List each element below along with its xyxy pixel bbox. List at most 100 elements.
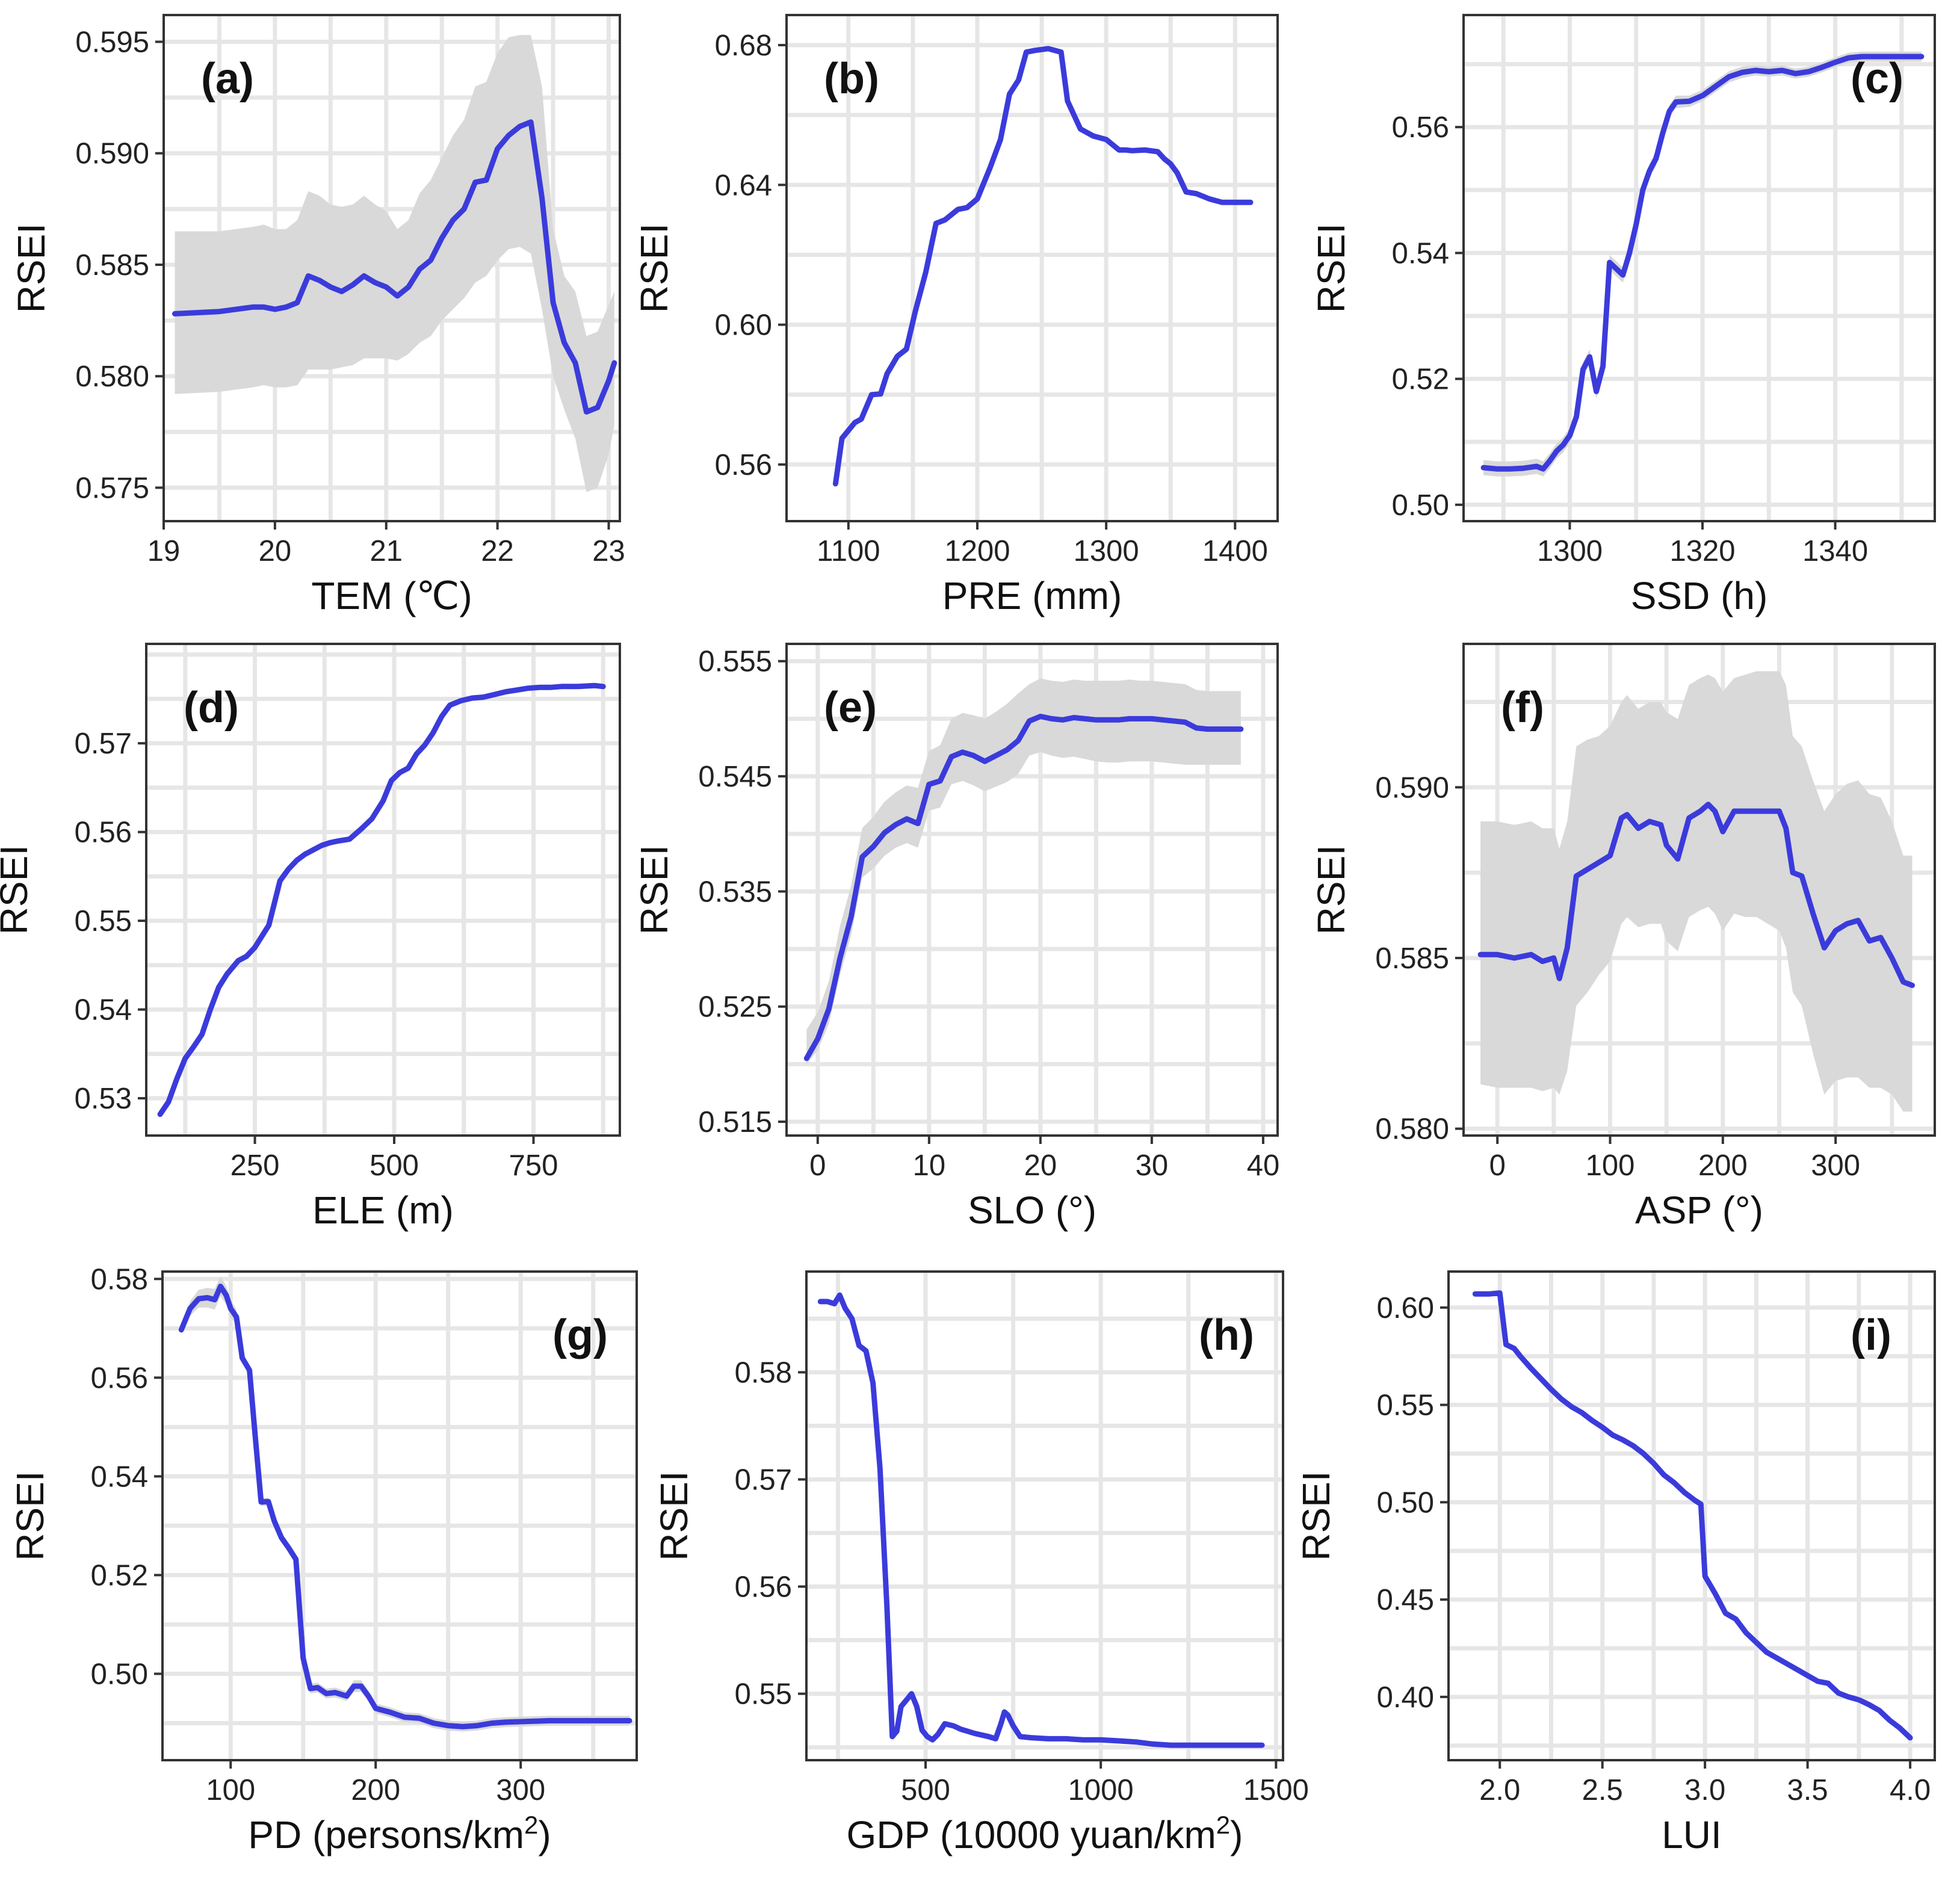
y-tick-label: 0.52: [1392, 363, 1449, 396]
y-tick-label: 0.56: [91, 1362, 148, 1394]
x-tick-label: 200: [1698, 1149, 1748, 1182]
y-tick-label: 0.55: [735, 1678, 792, 1711]
y-tick-label: 0.45: [1377, 1584, 1434, 1616]
confidence-band: [1480, 671, 1913, 1112]
x-axis-title: PRE (mm): [942, 574, 1122, 617]
panel-label: (b): [824, 55, 879, 103]
x-tick-label: 1400: [1202, 535, 1268, 567]
y-axis-title: RSEI: [632, 845, 676, 935]
y-tick-label: 0.535: [698, 876, 772, 908]
x-tick-label: 250: [230, 1149, 280, 1182]
y-tick-label: 0.555: [698, 646, 772, 678]
x-tick-label: 1340: [1802, 535, 1868, 567]
confidence-band: [175, 35, 614, 492]
x-tick-label: 200: [351, 1774, 400, 1807]
x-tick-label: 1300: [1537, 535, 1603, 567]
y-tick-label: 0.50: [1377, 1486, 1434, 1519]
y-tick-label: 0.58: [91, 1263, 148, 1296]
x-tick-label: 3.0: [1684, 1774, 1725, 1807]
panel-d: 250 500 750 0.53 0.54 0.55 0.56 0.57 ELE (m) RSEI…: [0, 643, 621, 1232]
plot-frame: [145, 643, 621, 1137]
x-tick-label: 1200: [944, 535, 1010, 567]
y-tick-label: 0.590: [1375, 771, 1449, 804]
x-tick-label: 2.0: [1479, 1774, 1520, 1807]
panel-label: (h): [1199, 1311, 1254, 1359]
x-tick-label: 100: [1586, 1149, 1635, 1182]
y-axis-title: RSEI: [0, 845, 36, 935]
response-curve: [832, 46, 1254, 487]
y-tick-label: 0.585: [1375, 942, 1449, 975]
y-tick-label: 0.585: [75, 249, 149, 282]
x-tick-label: 3.5: [1787, 1774, 1828, 1807]
x-axis-title: PD (persons/km2): [248, 1811, 551, 1856]
plot-frame: [1462, 14, 1936, 522]
y-tick-label: 0.580: [75, 360, 149, 393]
y-tick-label: 0.57: [75, 728, 132, 760]
y-tick-label: 0.54: [91, 1460, 148, 1493]
y-tick-label: 0.55: [75, 905, 132, 938]
grid-lines: [1464, 15, 1935, 521]
response-curve: [157, 682, 606, 1117]
x-tick-label: 100: [206, 1774, 255, 1807]
y-tick-label: 0.56: [715, 449, 772, 481]
plot-frame: [1462, 643, 1936, 1137]
x-tick-label: 20: [259, 535, 292, 567]
y-tick-label: 0.575: [75, 472, 149, 504]
x-tick-label: 1300: [1074, 535, 1139, 567]
panel-label: (i): [1851, 1311, 1891, 1359]
y-tick-label: 0.590: [75, 138, 149, 170]
response-curve: [1477, 802, 1915, 988]
x-tick-label: 0: [1489, 1149, 1506, 1182]
panel-label: (f): [1501, 684, 1544, 732]
x-tick-label: 23: [592, 535, 625, 567]
panel-c: 1300 1320 1340 0.50 0.52 0.54 0.56 SSD (h) RSEI (…: [1310, 14, 1936, 617]
y-axis-title: RSEI: [1294, 1471, 1338, 1560]
grid-lines: [146, 644, 620, 1136]
panel-label: (d): [184, 684, 239, 732]
y-tick-label: 0.56: [1392, 111, 1449, 144]
x-tick-label: 750: [509, 1149, 558, 1182]
x-tick-label: 20: [1024, 1149, 1057, 1182]
plot-frame: [1447, 1270, 1936, 1761]
y-tick-label: 0.56: [735, 1571, 792, 1604]
x-tick-label: 1320: [1670, 535, 1736, 567]
y-tick-label: 0.515: [698, 1106, 772, 1139]
y-tick-label: 0.545: [698, 761, 772, 793]
panel-e: 0 10 20 30 40 0.515 0.525 0.535 0.545 0.555 SLO (°…: [632, 643, 1280, 1232]
x-axis-title: SSD (h): [1631, 574, 1768, 617]
x-axis-title: ELE (m): [312, 1188, 454, 1232]
plot-frame: [785, 643, 1279, 1137]
panel-i: 2.0 2.5 3.0 3.5 4.0 0.40 0.45 0.50 0.55 0.60 LUI RS…: [1294, 1270, 1936, 1856]
y-tick-label: 0.57: [735, 1464, 792, 1496]
x-tick-label: 0: [809, 1149, 826, 1182]
x-tick-label: 500: [901, 1774, 950, 1807]
x-axis-title: LUI: [1662, 1813, 1722, 1856]
y-tick-label: 0.525: [698, 991, 772, 1024]
y-tick-label: 0.40: [1377, 1681, 1434, 1714]
y-tick-label: 0.50: [1392, 489, 1449, 522]
x-axis-title: TEM (℃): [311, 574, 472, 617]
x-tick-label: 1100: [817, 535, 880, 567]
y-tick-label: 0.68: [715, 29, 772, 62]
plot-frame: [805, 1270, 1284, 1761]
plot-frame: [162, 14, 621, 522]
grid-lines: [787, 15, 1278, 521]
y-tick-label: 0.52: [91, 1559, 148, 1592]
y-axis-title: RSEI: [8, 1471, 52, 1560]
y-tick-label: 0.595: [75, 26, 149, 58]
response-curve: [1480, 54, 1925, 472]
x-axis-title: GDP (10000 yuan/km2): [847, 1811, 1243, 1856]
y-tick-label: 0.58: [735, 1356, 792, 1389]
response-curve: [1472, 1290, 1913, 1741]
y-axis-title: RSEI: [632, 223, 676, 313]
y-tick-label: 0.64: [715, 169, 772, 202]
y-tick-label: 0.54: [75, 994, 132, 1027]
y-tick-label: 0.50: [91, 1658, 148, 1690]
x-tick-label: 40: [1247, 1149, 1280, 1182]
confidence-band: [806, 678, 1241, 1065]
y-tick-label: 0.580: [1375, 1113, 1449, 1146]
x-tick-label: 300: [1811, 1149, 1860, 1182]
x-axis-title: SLO (°): [968, 1188, 1096, 1232]
panel-label: (c): [1851, 55, 1903, 103]
y-tick-label: 0.56: [75, 817, 132, 849]
